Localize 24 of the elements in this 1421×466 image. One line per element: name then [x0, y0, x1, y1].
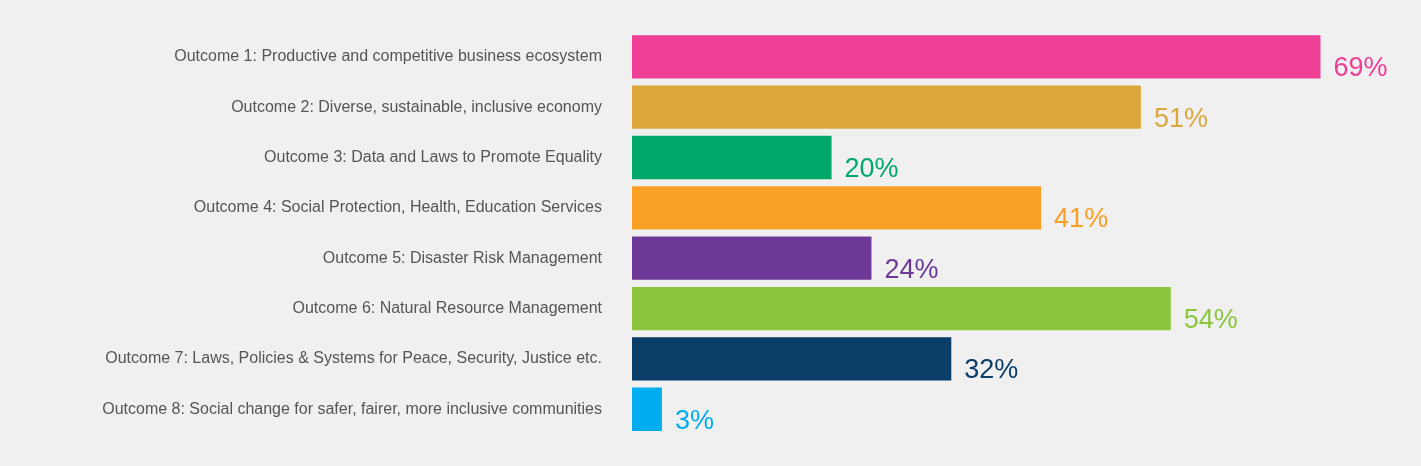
- y-tick-label: Outcome 5: Disaster Risk Management: [322, 248, 603, 266]
- bar: [632, 135, 832, 180]
- y-tick-label: Outcome 6: Natural Resource Management: [292, 298, 603, 316]
- data-label: 41%: [1054, 203, 1109, 234]
- data-label: 69%: [1333, 52, 1388, 83]
- bar: [632, 186, 1042, 230]
- data-label: 3%: [674, 404, 714, 435]
- bar: [632, 337, 952, 381]
- bar: [632, 286, 1171, 331]
- data-label: 54%: [1183, 303, 1238, 334]
- data-label: 20%: [844, 152, 899, 183]
- y-tick-label: Outcome 4: Social Protection, Health, Education Services: [193, 198, 602, 216]
- bar: [632, 35, 1321, 79]
- bar: [632, 387, 662, 431]
- y-tick-label: Outcome 3: Data and Laws to Promote Equality: [264, 147, 602, 165]
- y-tick-label: Outcome 2: Diverse, sustainable, inclusive economy: [231, 97, 602, 115]
- data-label: 24%: [884, 253, 939, 284]
- bar: [632, 85, 1141, 129]
- data-label: 51%: [1153, 102, 1208, 133]
- y-tick-label: Outcome 1: Productive and competitive business ecosystem: [174, 47, 602, 65]
- y-tick-label: Outcome 8: Social change for safer, fairer, more inclusive communities: [102, 399, 602, 417]
- data-label: 32%: [964, 354, 1019, 385]
- y-tick-label: Outcome 7: Laws, Policies & Systems for Peace, Security, Justice etc.: [105, 349, 602, 367]
- bar: [632, 236, 872, 280]
